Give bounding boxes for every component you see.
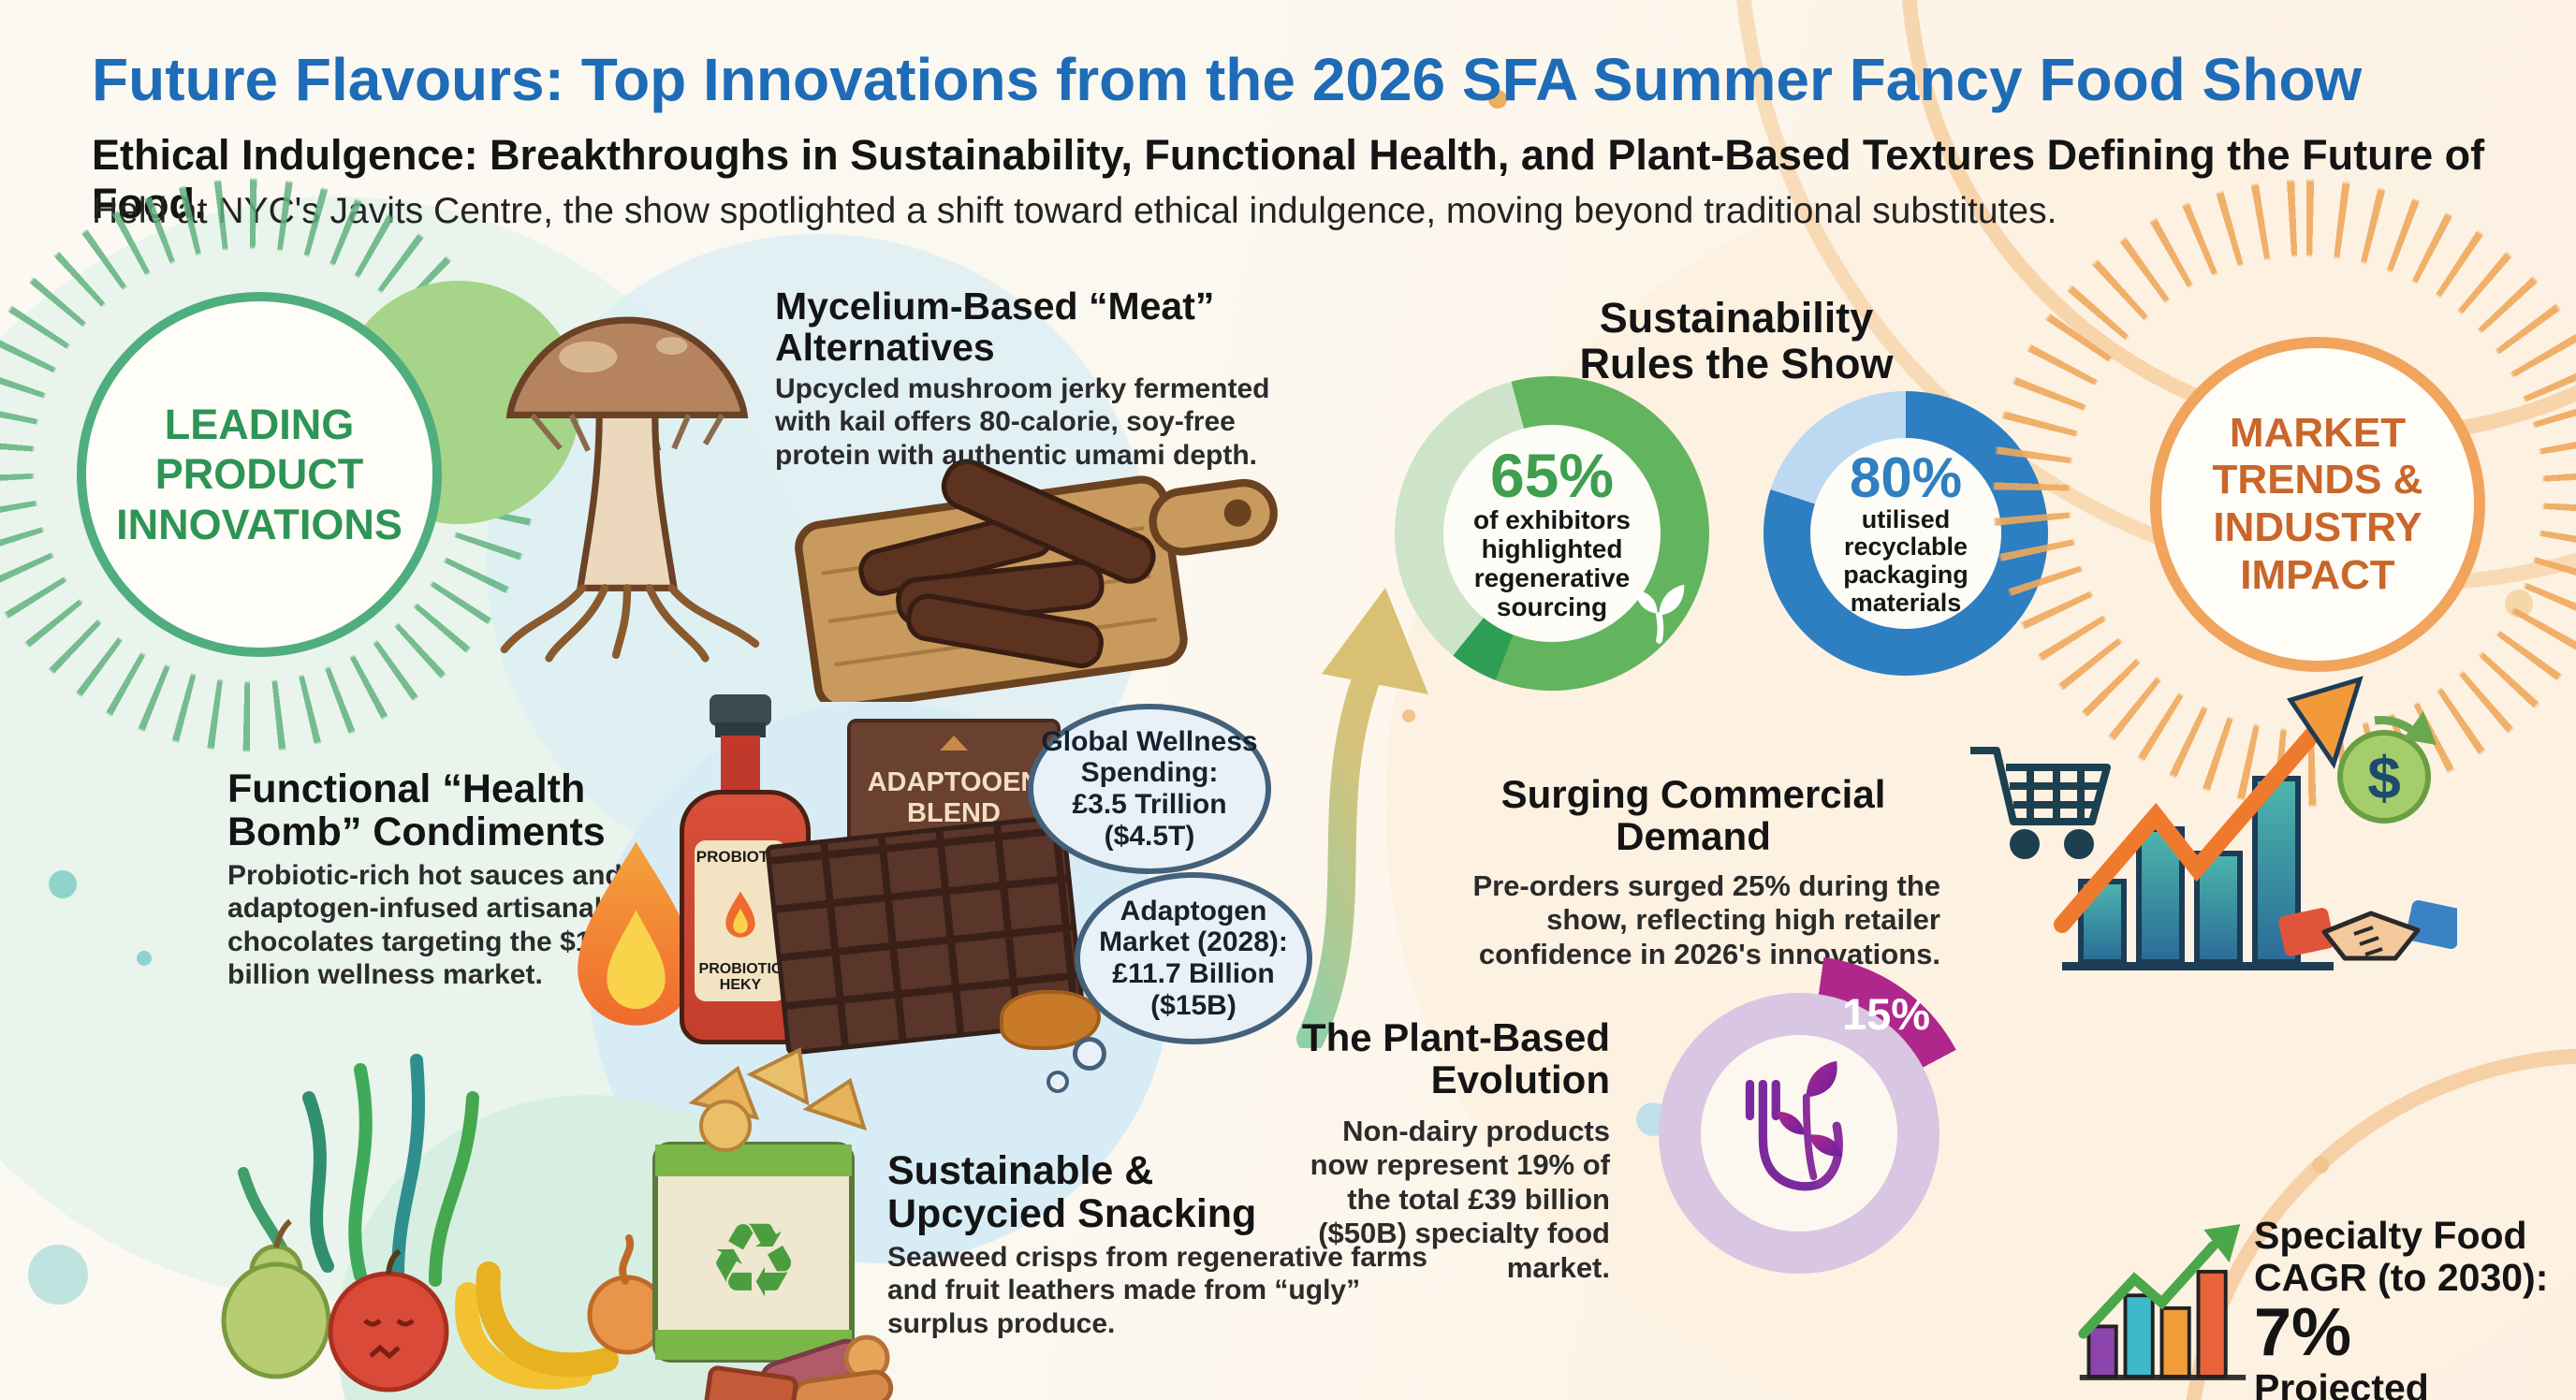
demand-body: Pre-orders surged 25% during the show, r…	[1472, 868, 1940, 970]
plant-badge-label: 15%	[1841, 989, 1931, 1039]
commerce-illustration: $	[1970, 676, 2457, 970]
flame-icon	[578, 841, 695, 1026]
leading-innovations-label: LEADING PRODUCT INNOVATIONS	[116, 401, 402, 548]
regenerative-donut-hole: 65% of exhibitors highlighted regenerati…	[1443, 425, 1661, 642]
produce-illustration: ♻	[221, 1046, 894, 1400]
demand-heading: Surging Commercial Demand	[1500, 772, 1886, 859]
svg-text:♻: ♻	[708, 1201, 800, 1320]
center-growth-arrow	[1296, 588, 1428, 1048]
svg-text:$: $	[2367, 744, 2401, 811]
handshake-icon	[2278, 899, 2457, 961]
bottle-cap	[710, 694, 771, 726]
cagr-line1: Specialty Food	[2254, 1214, 2527, 1257]
cagr-block: Specialty Food CAGR (to 2030): 7% Projec…	[2254, 1214, 2563, 1400]
mycelium-body: Upcycled mushroom jerky fermented with k…	[775, 373, 1270, 471]
leading-innovations-badge: LEADING PRODUCT INNOVATIONS	[77, 292, 442, 657]
teal-dot	[28, 1245, 88, 1305]
leaf-icon	[1635, 584, 1685, 644]
plant-ring-hole	[1701, 1035, 1897, 1232]
cagr-bars-icon	[2078, 1224, 2247, 1380]
market-trends-label: MARKET TRENDS & INDUSTRY IMPACT	[2212, 409, 2423, 598]
cagr-line3: Projected Growth	[2254, 1365, 2429, 1400]
condiments-heading: Functional “Health Bomb” Condiments	[227, 766, 606, 855]
plant-heading: The Plant-Based Evolution	[1301, 1015, 1610, 1102]
bubble-tail-dot	[1046, 1071, 1069, 1093]
mushroom-illustration	[500, 316, 760, 663]
package-emblem	[940, 736, 968, 751]
jerky-board-illustration	[795, 459, 1278, 702]
orange-dot	[2312, 1157, 2329, 1174]
plant-block: The Plant-Based Evolution Non-dairy prod…	[1301, 1016, 1610, 1286]
sustainability-heading: Sustainability Rules the Show	[1579, 294, 1894, 387]
recyclable-donut-chart: 80% utilised recyclable packaging materi…	[1764, 391, 2048, 676]
condiments-body: Probiotic-rich hot sauces and adaptogen-…	[227, 860, 622, 991]
orange-dot	[1402, 709, 1415, 722]
bottle-label-top: PROBIOTIC	[695, 848, 785, 866]
cagr-value: 7%	[2254, 1295, 2352, 1371]
adaptogen-market-bubble: Adaptogen Market (2028): £11.7 Billion (…	[1075, 872, 1312, 1044]
teal-dot	[137, 951, 152, 966]
bottle-neck	[721, 736, 760, 797]
plant-body: Non-dairy products now represent 19% of …	[1310, 1114, 1610, 1285]
snacking-heading: Sustainable & Upcycied Snacking	[887, 1148, 1257, 1237]
regenerative-caption: of exhibitors highlighted regenerative s…	[1472, 505, 1631, 621]
dollar-icon: $	[2337, 711, 2437, 824]
cagr-line2: CAGR (to 2030):	[2254, 1256, 2549, 1300]
recyclable-caption: utilised recyclable packaging materials	[1843, 504, 1969, 617]
hot-sauce-bottle: PROBIOTIC PROBIOTIC HEKY	[672, 694, 812, 1044]
orange-dot	[1488, 90, 1507, 109]
page-tagline: Held at NYC's Javits Centre, the show sp…	[92, 191, 2057, 231]
wellness-spending-bubble: Global Wellness Spending: £3.5 Trillion …	[1028, 704, 1271, 874]
teal-dot	[49, 870, 77, 898]
bubble-tail-dot	[1073, 1037, 1106, 1071]
snacking-body: Seaweed crisps from regenerative farms a…	[887, 1242, 1427, 1339]
orange-dot	[2505, 590, 2533, 618]
package-label: ADAPTOOEN BLEND	[867, 767, 1041, 829]
recyclable-value: 80%	[1849, 445, 1963, 509]
bottle-label-bottom: PROBIOTIC HEKY	[698, 960, 783, 994]
adaptogen-market-text: Adaptogen Market (2028): £11.7 Billion (…	[1099, 895, 1288, 1021]
regenerative-donut-chart: 65% of exhibitors highlighted regenerati…	[1395, 376, 1709, 691]
wellness-spending-text: Global Wellness Spending: £3.5 Trillion …	[1041, 725, 1258, 852]
market-trends-badge: MARKET TRENDS & INDUSTRY IMPACT	[2150, 337, 2485, 672]
mycelium-heading: Mycelium-Based “Meat” Alternatives	[775, 284, 1215, 370]
page-title: Future Flavours: Top Innovations from th…	[92, 46, 2363, 113]
regenerative-value: 65%	[1489, 441, 1615, 511]
fork-plant-icon	[1745, 1060, 1843, 1191]
label-flame-icon	[725, 892, 755, 939]
recyclable-donut-hole: 80% utilised recyclable packaging materi…	[1810, 438, 2001, 629]
caramel-drip	[1000, 990, 1101, 1050]
cart-icon	[1970, 747, 2111, 859]
bottle-collar	[715, 722, 766, 737]
demand-block: Surging Commercial Demand Pre-orders sur…	[1446, 773, 1940, 971]
